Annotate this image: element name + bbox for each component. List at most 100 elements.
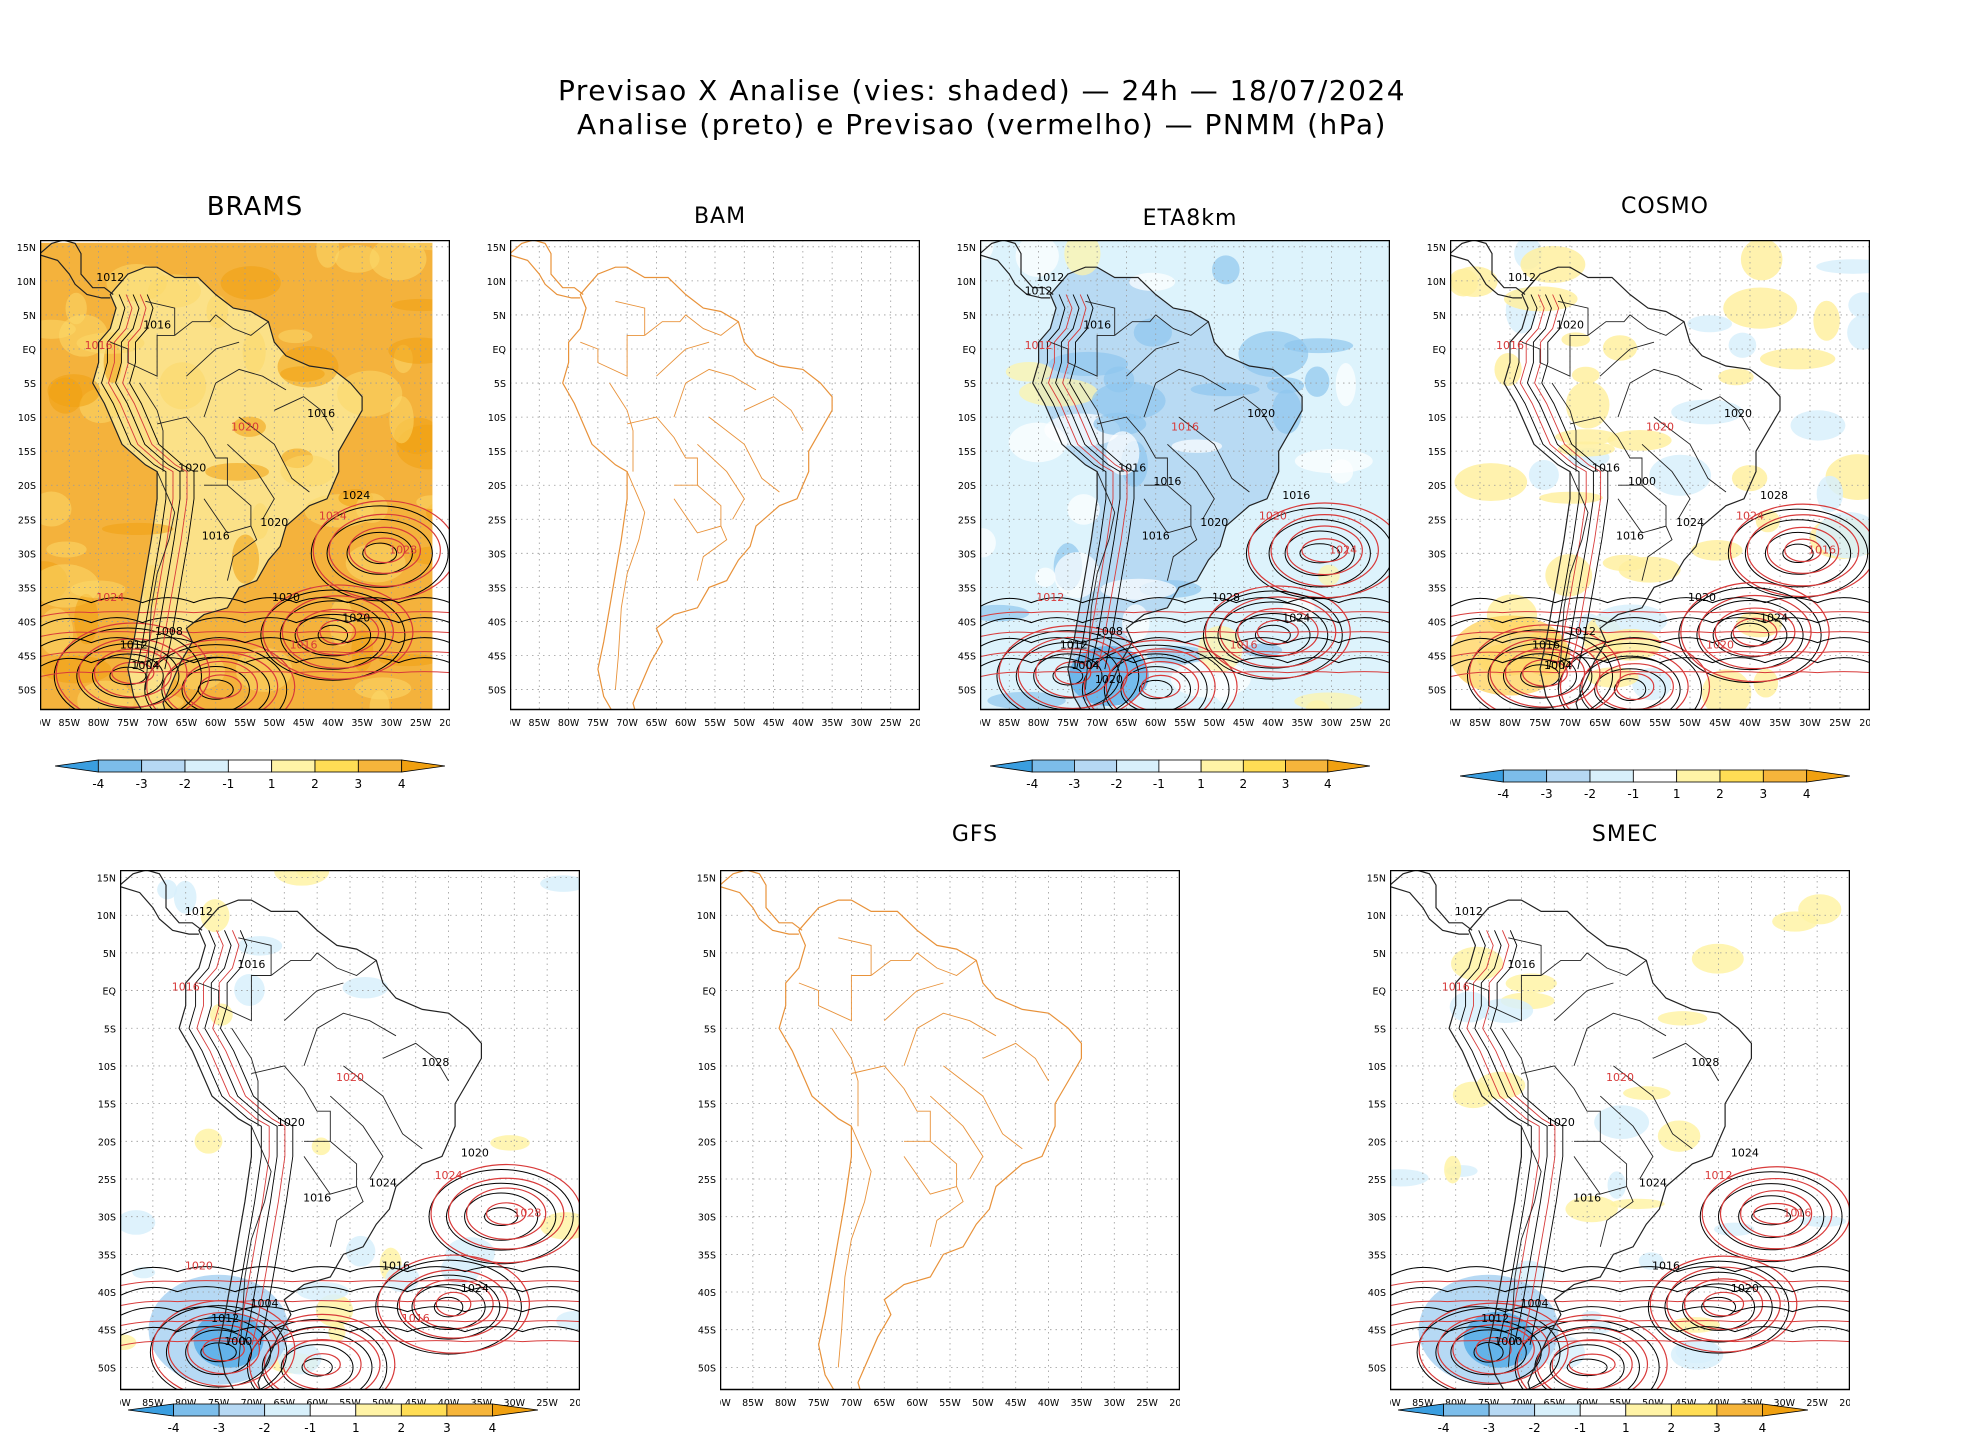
map-bam: 90W 85W 80W 75W 70W 65W 60W 55W 50W 45W 40W 35W 30W 2… [510, 240, 920, 734]
latitude-axis-canvas: 15N 10N 5N EQ 5S 10S 15S 20S 25S 30S 35S 40S 45S 50S [17, 243, 36, 697]
colorbar-swatch [1488, 1403, 1536, 1417]
bias-blob [1282, 596, 1315, 624]
longitude-tick-label: 30W [1321, 718, 1343, 729]
latitude-tick-label: 15N [487, 243, 506, 254]
bias-blob [980, 528, 996, 558]
forecast-contour [187, 1324, 261, 1375]
country-border [1084, 471, 1116, 690]
forecast-contour [1035, 648, 1111, 698]
country-border [1540, 952, 1647, 977]
bias-blob [1451, 946, 1503, 981]
forecast-contour [202, 1337, 245, 1362]
bias-blob [1607, 429, 1672, 451]
analysis-isobar-label: 1016 [1153, 475, 1181, 488]
colorbar-tick-label: -3 [136, 777, 148, 791]
analysis-isobar-label: 1012 [1036, 271, 1064, 284]
forecast-contour [55, 622, 211, 710]
forecast-contour [1482, 930, 1556, 1345]
bias-blob [1848, 292, 1870, 319]
latitude-axis-canvas: 15N 10N 5N EQ 5S 10S 15S 20S 25S 30S 35S 40S 45S 50S [957, 243, 976, 697]
country-border [838, 937, 872, 976]
bias-blob [1005, 362, 1053, 382]
panel-title-smec: SMEC [1591, 822, 1659, 847]
longitude-tick-label: 90W [510, 718, 521, 729]
latitude-tick-label: 50S [1428, 686, 1446, 697]
forecast-contour [1466, 930, 1540, 1345]
colorbar-swatch [97, 759, 143, 773]
analysis-contour [1202, 590, 1343, 680]
latitude-tick-label: 5N [103, 949, 116, 960]
colorbar-swatch [1443, 1403, 1490, 1417]
colorbar-swatch [401, 759, 446, 773]
bias-blob [345, 1235, 376, 1267]
longitude-tick-label: 45W [1233, 718, 1255, 729]
colorbar-swatch [1762, 769, 1808, 783]
forecast-contour [248, 1313, 396, 1390]
longitude-tick-label: 35W [351, 718, 373, 729]
latitude-tick-label: 10S [958, 413, 976, 424]
latitude-tick-label: 25S [1368, 1175, 1386, 1186]
country-border [831, 1028, 859, 1127]
bias-blob [1816, 259, 1870, 274]
analysis-isobar-label: 1020 [1724, 407, 1752, 420]
bias-blob [1444, 1155, 1462, 1184]
colorbar-swatch [357, 759, 403, 773]
colorbar-swatch [1589, 769, 1634, 783]
analysis-contour [484, 1207, 519, 1227]
country-border [1599, 341, 1655, 377]
country-border [798, 975, 872, 1022]
bias-blob [342, 976, 389, 999]
latitude-tick-label: 25S [98, 1175, 116, 1186]
longitude-tick-label: 80W [775, 1398, 797, 1409]
forecast-contour [377, 1254, 531, 1354]
forecast-contour [1559, 637, 1711, 710]
bias-blob [987, 691, 1066, 710]
country-border [1214, 396, 1274, 431]
bias-blob [337, 370, 403, 417]
forecast-contour [120, 1340, 580, 1347]
analysis-contour [464, 1192, 539, 1241]
longitude-tick-label: 40W [322, 718, 344, 729]
country-border [883, 982, 944, 1022]
forecast-contour [1753, 1202, 1800, 1225]
colorbar-swatch [1762, 1403, 1809, 1417]
country-border [1573, 1012, 1667, 1067]
forecast-contour [980, 671, 1390, 678]
colorbar-tick-label: -4 [168, 1421, 180, 1435]
analysis-isobar-label: 1024 [1676, 516, 1704, 529]
bias-blob [1449, 991, 1490, 1023]
analysis-contour [101, 294, 167, 670]
country-border [609, 382, 634, 472]
forecast-contour [485, 1202, 527, 1226]
longitude-tick-label: 65W [1544, 1398, 1566, 1409]
colorbar-tick-label: -2 [1111, 777, 1123, 791]
latitude-axis: 15N 10N 5N EQ 5S 10S 15S 20S 25S 30S 35S 40S 45S 50S [1350, 870, 1390, 1390]
latitude-tick-label: 10N [1427, 277, 1446, 288]
colorbar-tick-label: 4 [398, 777, 406, 791]
bias-blob [46, 541, 87, 558]
latitude-tick-label: 35S [1368, 1250, 1386, 1261]
forecast-contour [1390, 1340, 1850, 1347]
country-border [343, 1065, 423, 1150]
country-border [238, 937, 272, 976]
latitude-tick-label: 35S [18, 583, 36, 594]
colorbar-swatch [1719, 769, 1764, 783]
analysis-contour [1613, 678, 1647, 702]
forecast-contour [1568, 1353, 1616, 1376]
analysis-contour [261, 1331, 373, 1390]
latitude-tick-label: 15S [958, 447, 976, 458]
bias-blob [389, 396, 414, 444]
colorbar: -4 -3 -2 -1 1 2 3 4 [989, 758, 1371, 798]
longitude-tick-label: 45W [763, 718, 785, 729]
colorbar-swatch [1670, 1403, 1718, 1417]
colorbar-swatch [1116, 759, 1160, 773]
latitude-tick-label: 10N [487, 277, 506, 288]
longitude-tick-label: 85W [142, 1398, 164, 1409]
analysis-isobar-label: 1024 [342, 489, 370, 502]
country-border [1166, 525, 1198, 581]
latitude-tick-label: 30S [488, 549, 506, 560]
colorbar: -4 -3 -2 -1 1 2 3 4 [1397, 1402, 1809, 1442]
analysis-isobar-label: 1028 [421, 1056, 449, 1069]
panel-title-gfs: GFS [951, 822, 999, 847]
latitude-tick-label: 5N [23, 311, 36, 322]
